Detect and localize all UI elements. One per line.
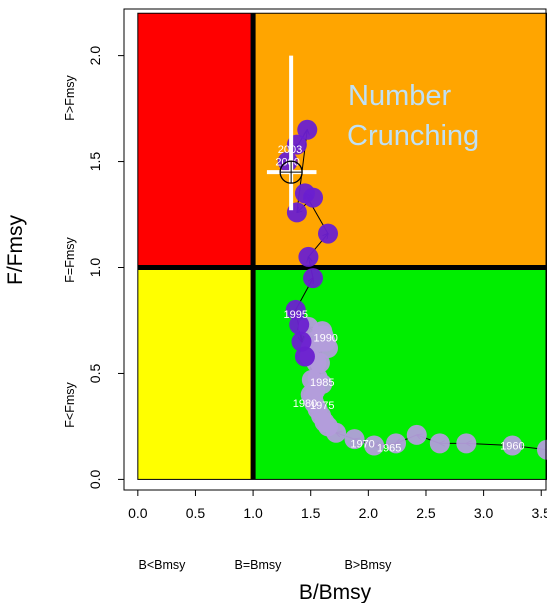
x-tick-label: 2.5 [416, 505, 436, 521]
annotation-crunching: Crunching [347, 120, 479, 152]
year-label: 1985 [310, 377, 334, 389]
x-zone-label-above: B>Bmsy [345, 558, 393, 572]
x-tick-label: 1.0 [243, 505, 263, 521]
y-tick-label: 1.5 [87, 152, 103, 172]
quadrant-outline [137, 12, 547, 480]
data-point [429, 433, 450, 454]
axes: 0.0 0.5 1.0 1.5 2.0 2.5 3.0 3.5 0.0 0.5 1.0 1.5 2.0 [87, 46, 547, 521]
data-point [406, 424, 427, 445]
data-point [364, 435, 385, 456]
data-point [297, 119, 318, 140]
y-axis-title: F/Fmsy [4, 215, 27, 285]
y-tick-label: 2.0 [87, 46, 103, 66]
year-labels: 1960196519701975198019851990199520002003 [275, 144, 524, 455]
reference-lines [137, 13, 547, 480]
data-point [303, 187, 324, 208]
y-zone-label-equal: F=Fmsy [63, 237, 77, 283]
data-point [456, 433, 477, 454]
data-point [312, 374, 333, 395]
y-tick-label: 1.0 [87, 258, 103, 278]
data-point [285, 299, 306, 320]
annotation-number: Number [348, 80, 451, 112]
quadrant-overfished-overfishing [137, 13, 254, 268]
y-zone-label-above: F>Fmsy [63, 75, 77, 121]
year-label: 1995 [283, 309, 307, 321]
data-point [303, 268, 324, 289]
year-label: 1975 [310, 400, 334, 412]
x-axis-title: B/Bmsy [299, 581, 372, 603]
year-label: 1965 [377, 443, 401, 455]
data-point [315, 331, 336, 352]
y-zone-label-below: F<Fmsy [63, 382, 77, 428]
x-tick-label: 0.5 [186, 505, 206, 521]
x-tick-label: 2.0 [359, 505, 379, 521]
quadrant-overfished-sustainable [137, 267, 254, 480]
x-zone-label-equal: B=Bmsy [235, 558, 283, 572]
data-point [309, 352, 330, 373]
data-point [386, 433, 407, 454]
year-label: 1970 [350, 438, 374, 450]
x-tick-label: 3.5 [532, 505, 547, 521]
quadrant-backgrounds [137, 12, 547, 480]
data-point [291, 331, 312, 352]
data-point [344, 429, 365, 450]
data-points [277, 119, 547, 460]
y-tick-label: 0.0 [87, 469, 103, 489]
year-label: 1960 [500, 441, 524, 453]
data-point [298, 246, 319, 267]
x-tick-label: 3.0 [474, 505, 494, 521]
x-tick-label: 0.0 [128, 505, 148, 521]
x-zone-label-below: B<Bmsy [139, 558, 187, 572]
year-label: 1990 [313, 332, 337, 344]
current-estimate-marker [266, 55, 317, 211]
data-point [537, 439, 547, 460]
plot-border [123, 8, 547, 491]
x-tick-label: 1.5 [301, 505, 321, 521]
data-point [318, 223, 339, 244]
data-point [502, 435, 523, 456]
year-label: 1980 [293, 398, 317, 410]
y-tick-label: 0.5 [87, 364, 103, 384]
